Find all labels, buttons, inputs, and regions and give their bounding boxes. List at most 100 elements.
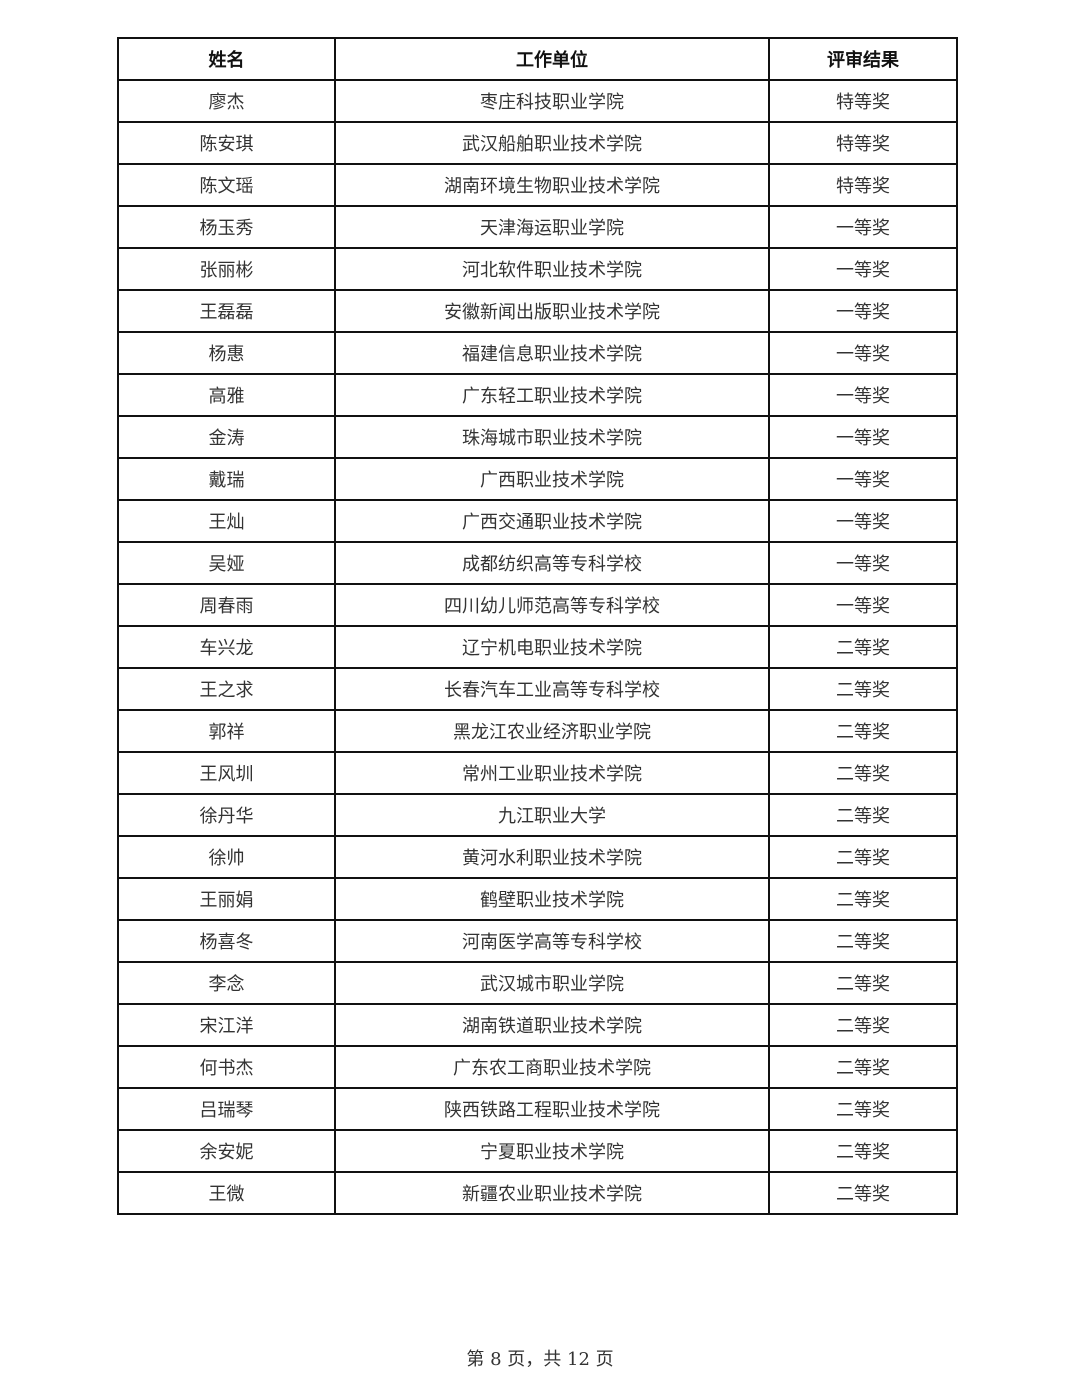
cell-name: 廖杰 <box>117 79 336 123</box>
cell-result: 一等奖 <box>768 373 958 417</box>
cell-result: 二等奖 <box>768 877 958 921</box>
cell-organization: 武汉城市职业学院 <box>334 961 770 1005</box>
cell-result: 二等奖 <box>768 709 958 753</box>
cell-result: 一等奖 <box>768 247 958 291</box>
cell-organization: 福建信息职业技术学院 <box>334 331 770 375</box>
cell-name: 金涛 <box>117 415 336 459</box>
cell-result: 二等奖 <box>768 961 958 1005</box>
cell-organization: 湖南铁道职业技术学院 <box>334 1003 770 1047</box>
cell-organization: 鹤壁职业技术学院 <box>334 877 770 921</box>
header-name: 姓名 <box>117 37 336 81</box>
cell-result: 一等奖 <box>768 205 958 249</box>
table-row: 吴娅 成都纺织高等专科学校 一等奖 <box>117 541 958 585</box>
cell-organization: 湖南环境生物职业技术学院 <box>334 163 770 207</box>
cell-name: 何书杰 <box>117 1045 336 1089</box>
table-row: 杨玉秀 天津海运职业学院 一等奖 <box>117 205 958 249</box>
header-organization: 工作单位 <box>334 37 770 81</box>
cell-organization: 广东轻工职业技术学院 <box>334 373 770 417</box>
cell-result: 二等奖 <box>768 751 958 795</box>
cell-name: 李念 <box>117 961 336 1005</box>
table-row: 徐帅 黄河水利职业技术学院 二等奖 <box>117 835 958 879</box>
table-row: 吕瑞琴 陕西铁路工程职业技术学院 二等奖 <box>117 1087 958 1131</box>
cell-name: 王磊磊 <box>117 289 336 333</box>
cell-organization: 宁夏职业技术学院 <box>334 1129 770 1173</box>
table-row: 金涛 珠海城市职业技术学院 一等奖 <box>117 415 958 459</box>
cell-organization: 安徽新闻出版职业技术学院 <box>334 289 770 333</box>
cell-name: 郭祥 <box>117 709 336 753</box>
table-row: 何书杰 广东农工商职业技术学院 二等奖 <box>117 1045 958 1089</box>
cell-name: 高雅 <box>117 373 336 417</box>
cell-result: 特等奖 <box>768 79 958 123</box>
cell-organization: 珠海城市职业技术学院 <box>334 415 770 459</box>
table-row: 张丽彬 河北软件职业技术学院 一等奖 <box>117 247 958 291</box>
cell-name: 陈安琪 <box>117 121 336 165</box>
cell-organization: 河北软件职业技术学院 <box>334 247 770 291</box>
cell-organization: 广东农工商职业技术学院 <box>334 1045 770 1089</box>
cell-result: 二等奖 <box>768 1129 958 1173</box>
cell-organization: 广西职业技术学院 <box>334 457 770 501</box>
table-row: 陈安琪 武汉船舶职业技术学院 特等奖 <box>117 121 958 165</box>
cell-result: 二等奖 <box>768 1171 958 1215</box>
cell-name: 杨喜冬 <box>117 919 336 963</box>
table-row: 王之求 长春汽车工业高等专科学校 二等奖 <box>117 667 958 711</box>
table-row: 王风圳 常州工业职业技术学院 二等奖 <box>117 751 958 795</box>
cell-organization: 辽宁机电职业技术学院 <box>334 625 770 669</box>
table-row: 王磊磊 安徽新闻出版职业技术学院 一等奖 <box>117 289 958 333</box>
cell-result: 二等奖 <box>768 835 958 879</box>
cell-organization: 广西交通职业技术学院 <box>334 499 770 543</box>
cell-name: 戴瑞 <box>117 457 336 501</box>
cell-result: 一等奖 <box>768 541 958 585</box>
awards-table: 姓名 工作单位 评审结果 廖杰 枣庄科技职业学院 特等奖 陈安琪 武汉船舶职业技术学院特… <box>117 37 958 1215</box>
cell-name: 余安妮 <box>117 1129 336 1173</box>
cell-organization: 九江职业大学 <box>334 793 770 837</box>
cell-result: 二等奖 <box>768 625 958 669</box>
cell-name: 吕瑞琴 <box>117 1087 336 1131</box>
table-row: 高雅 广东轻工职业技术学院 一等奖 <box>117 373 958 417</box>
table-row: 徐丹华 九江职业大学 二等奖 <box>117 793 958 837</box>
cell-organization: 常州工业职业技术学院 <box>334 751 770 795</box>
table-row: 杨惠 福建信息职业技术学院 一等奖 <box>117 331 958 375</box>
table-row: 廖杰 枣庄科技职业学院 特等奖 <box>117 79 958 123</box>
cell-name: 王风圳 <box>117 751 336 795</box>
cell-name: 车兴龙 <box>117 625 336 669</box>
table-header-row: 姓名 工作单位 评审结果 <box>117 37 958 81</box>
table-row: 王丽娟 鹤壁职业技术学院 二等奖 <box>117 877 958 921</box>
table-row: 陈文瑶 湖南环境生物职业技术学院 特等奖 <box>117 163 958 207</box>
cell-result: 特等奖 <box>768 121 958 165</box>
cell-organization: 枣庄科技职业学院 <box>334 79 770 123</box>
table-row: 郭祥 黑龙江农业经济职业学院 二等奖 <box>117 709 958 753</box>
cell-organization: 黄河水利职业技术学院 <box>334 835 770 879</box>
cell-organization: 四川幼儿师范高等专科学校 <box>334 583 770 627</box>
cell-name: 杨惠 <box>117 331 336 375</box>
header-result: 评审结果 <box>768 37 958 81</box>
cell-result: 二等奖 <box>768 667 958 711</box>
cell-result: 一等奖 <box>768 499 958 543</box>
cell-result: 二等奖 <box>768 1045 958 1089</box>
cell-result: 特等奖 <box>768 163 958 207</box>
cell-name: 周春雨 <box>117 583 336 627</box>
cell-name: 陈文瑶 <box>117 163 336 207</box>
cell-result: 一等奖 <box>768 583 958 627</box>
table-row: 王灿 广西交通职业技术学院 一等奖 <box>117 499 958 543</box>
cell-name: 王灿 <box>117 499 336 543</box>
cell-result: 一等奖 <box>768 415 958 459</box>
table-row: 车兴龙 辽宁机电职业技术学院 二等奖 <box>117 625 958 669</box>
cell-name: 徐帅 <box>117 835 336 879</box>
table-row: 李念 武汉城市职业学院 二等奖 <box>117 961 958 1005</box>
table-row: 戴瑞 广西职业技术学院 一等奖 <box>117 457 958 501</box>
table-row: 宋江洋 湖南铁道职业技术学院 二等奖 <box>117 1003 958 1047</box>
cell-organization: 武汉船舶职业技术学院 <box>334 121 770 165</box>
cell-organization: 新疆农业职业技术学院 <box>334 1171 770 1215</box>
cell-organization: 成都纺织高等专科学校 <box>334 541 770 585</box>
cell-result: 一等奖 <box>768 289 958 333</box>
cell-name: 王之求 <box>117 667 336 711</box>
table-row: 余安妮 宁夏职业技术学院 二等奖 <box>117 1129 958 1173</box>
cell-result: 二等奖 <box>768 919 958 963</box>
cell-result: 二等奖 <box>768 1087 958 1131</box>
cell-result: 一等奖 <box>768 457 958 501</box>
cell-result: 二等奖 <box>768 1003 958 1047</box>
cell-organization: 河南医学高等专科学校 <box>334 919 770 963</box>
cell-organization: 长春汽车工业高等专科学校 <box>334 667 770 711</box>
cell-name: 张丽彬 <box>117 247 336 291</box>
cell-name: 徐丹华 <box>117 793 336 837</box>
